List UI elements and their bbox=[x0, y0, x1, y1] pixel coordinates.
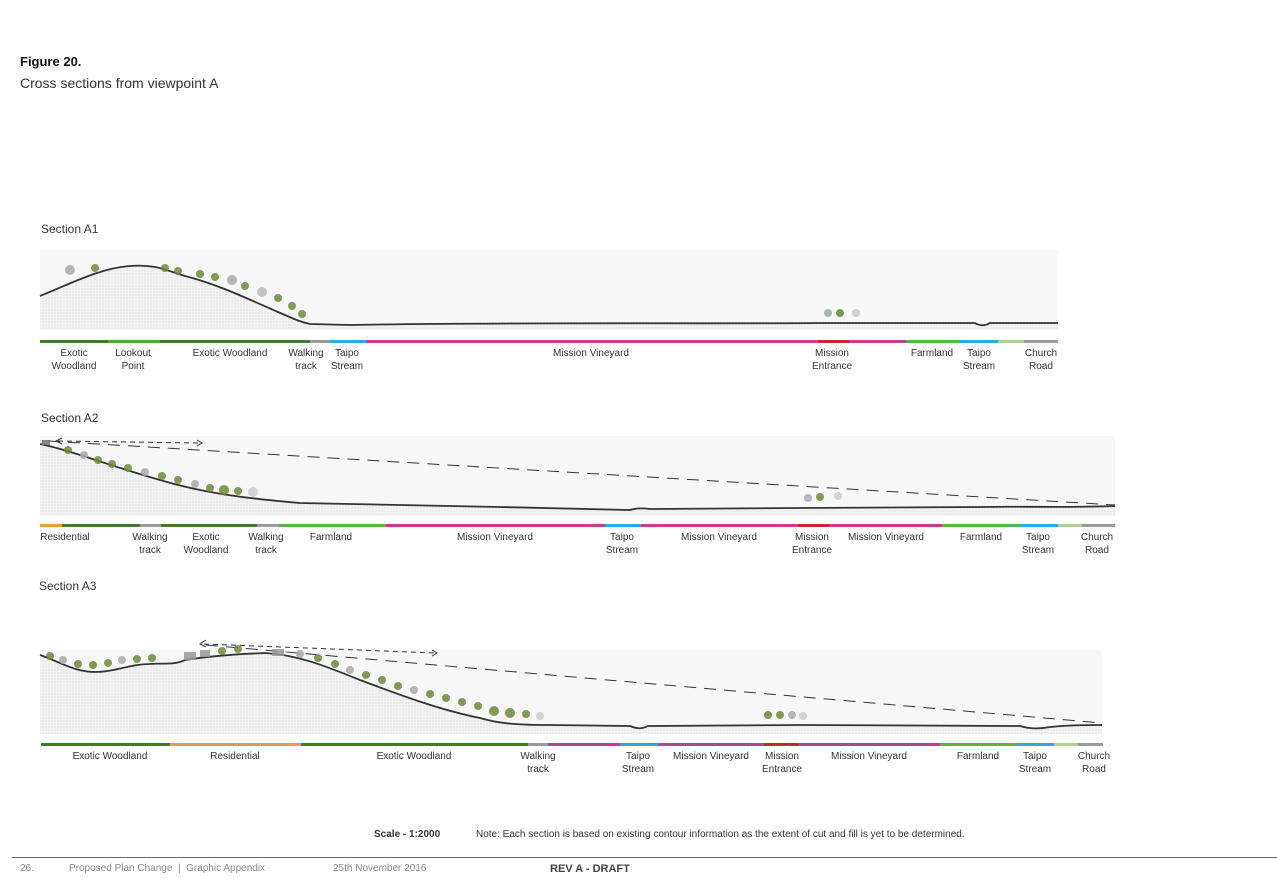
section-a2-terrain-line bbox=[39, 443, 1116, 511]
zone-label: Exotic Woodland bbox=[376, 751, 452, 762]
section-a2-ground bbox=[40, 444, 1115, 516]
section-a2-view-arrow bbox=[57, 440, 201, 444]
zone-label: Lookout Point bbox=[115, 348, 151, 372]
section-a3-sightline bbox=[205, 644, 1103, 724]
section-a3-ground bbox=[40, 653, 1102, 734]
section-a3-title: Section A3 bbox=[39, 579, 97, 593]
zone-label: Walking track bbox=[520, 751, 556, 775]
section-a2-trees bbox=[42, 440, 842, 502]
zone-label: Mission Entrance bbox=[811, 348, 853, 372]
zone-label: Exotic Woodland bbox=[51, 348, 97, 372]
zone-label: Church Road bbox=[1080, 532, 1114, 556]
section-a2-sightline bbox=[47, 440, 1116, 506]
revision-label: REV A - DRAFT bbox=[550, 863, 630, 875]
zone-label: Farmland bbox=[959, 532, 1003, 543]
zone-label: Mission Entrance bbox=[761, 751, 803, 775]
scale-note: Scale - 1:2000 bbox=[374, 829, 441, 840]
section-a3-zone-bar bbox=[41, 743, 1103, 746]
section-a2-zone-bar bbox=[40, 524, 1115, 527]
zone-label: Exotic Woodland bbox=[183, 532, 229, 556]
zone-label: Farmland bbox=[910, 348, 954, 359]
zone-label: Taipo Stream bbox=[605, 532, 639, 556]
zone-label: Farmland bbox=[309, 532, 353, 543]
zone-label: Walking track bbox=[288, 348, 324, 372]
zone-label: Mission Vineyard bbox=[681, 532, 757, 543]
section-a3-view-arrow bbox=[203, 643, 437, 654]
section-a1-title: Section A1 bbox=[41, 222, 99, 236]
arrow-left-icon bbox=[54, 437, 63, 445]
arrow-left-icon bbox=[199, 639, 207, 648]
zone-label: Farmland bbox=[956, 751, 1000, 762]
zone-label: Taipo Stream bbox=[1018, 751, 1052, 775]
zone-label: Mission Vineyard bbox=[457, 532, 533, 543]
zone-label: Taipo Stream bbox=[962, 348, 996, 372]
zone-label: Mission Vineyard bbox=[553, 348, 629, 359]
zone-label: Walking track bbox=[248, 532, 284, 556]
zone-label: Walking track bbox=[132, 532, 168, 556]
section-a1-trees bbox=[65, 264, 860, 318]
zone-label: Mission Vineyard bbox=[848, 532, 924, 543]
document-date: 25th November 2016 bbox=[333, 863, 427, 874]
section-a2-labels: Residential Walking track Exotic Woodlan… bbox=[0, 531, 1277, 571]
section-a1-diagram bbox=[39, 250, 1058, 343]
figure-title: Figure 20. bbox=[20, 54, 82, 69]
section-a3-trees bbox=[46, 645, 807, 720]
section-a1-labels: Exotic Woodland Lookout Point Exotic Woo… bbox=[0, 347, 1277, 387]
zone-label: Residential bbox=[210, 751, 260, 762]
zone-label: Church Road bbox=[1077, 751, 1111, 775]
section-a3-labels: Exotic Woodland Residential Exotic Woodl… bbox=[0, 750, 1277, 790]
contour-note: Note: Each section is based on existing … bbox=[476, 829, 965, 840]
section-a1-terrain-line bbox=[39, 264, 1058, 327]
zone-label: Mission Entrance bbox=[791, 532, 833, 556]
figure-subtitle: Cross sections from viewpoint A bbox=[20, 75, 219, 91]
zone-label: Church Road bbox=[1024, 348, 1058, 372]
section-a1-zone-bar bbox=[40, 340, 1058, 343]
zone-label: Exotic Woodland bbox=[72, 751, 148, 762]
zone-label: Taipo Stream bbox=[621, 751, 655, 775]
page-number: 26. bbox=[20, 863, 34, 874]
zone-label: Residential bbox=[40, 532, 90, 543]
arrow-right-icon bbox=[431, 649, 438, 657]
zone-label: Taipo Stream bbox=[1021, 532, 1055, 556]
zone-label: Exotic Woodland bbox=[192, 348, 268, 359]
zone-label: Mission Vineyard bbox=[673, 751, 749, 762]
zone-label: Mission Vineyard bbox=[831, 751, 907, 762]
section-a2-title: Section A2 bbox=[41, 411, 99, 425]
section-a2-diagram bbox=[39, 436, 1116, 527]
document-title: Proposed Plan Change | Graphic Appendix bbox=[69, 863, 266, 874]
section-a3-terrain-line bbox=[39, 652, 1103, 730]
zone-label: Taipo Stream bbox=[330, 348, 364, 372]
section-a3-diagram bbox=[39, 639, 1103, 746]
arrow-right-icon bbox=[196, 439, 203, 447]
footer-divider bbox=[12, 857, 1277, 858]
